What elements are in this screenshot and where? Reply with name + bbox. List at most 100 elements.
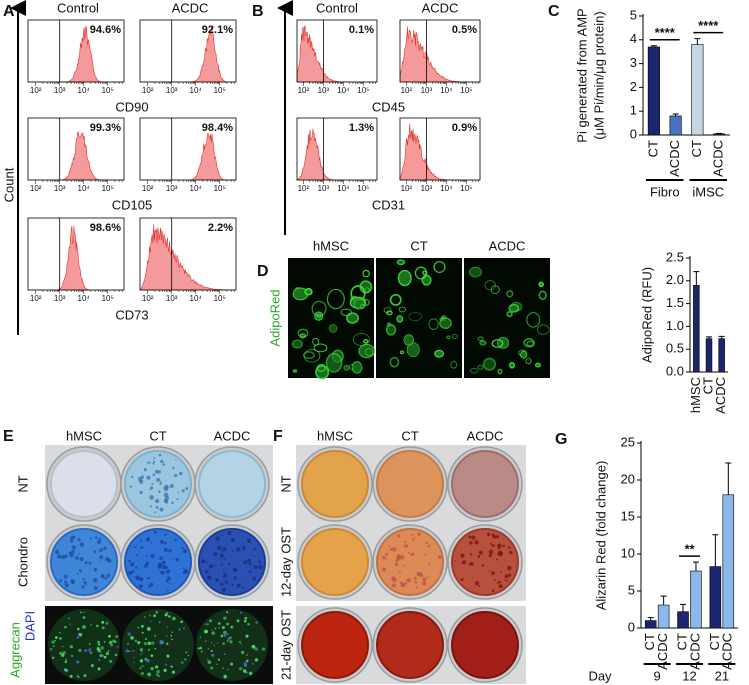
panel-label: F <box>273 428 283 445</box>
error-bar <box>718 335 725 339</box>
stain-speck <box>82 625 86 629</box>
nodule <box>205 570 209 574</box>
stain-speck <box>251 662 254 666</box>
stain-speck <box>153 614 156 618</box>
stain-speck <box>184 658 187 661</box>
percent-label: 0.1% <box>349 24 374 36</box>
stain-speck <box>163 668 167 672</box>
lipid-droplet <box>497 368 503 375</box>
nodule <box>208 564 214 569</box>
lipid-droplet <box>428 318 439 330</box>
nodule <box>149 505 153 508</box>
nodule <box>84 561 88 565</box>
nodule <box>127 559 131 563</box>
stain-speck <box>109 659 113 663</box>
nodule <box>139 577 144 582</box>
stain-speck <box>254 647 258 651</box>
nodule <box>77 538 81 542</box>
stain-speck <box>170 634 173 637</box>
nodule <box>406 578 411 583</box>
nodule <box>422 577 426 582</box>
nodule <box>437 555 442 559</box>
nodule <box>138 584 143 589</box>
stain-speck <box>144 638 147 641</box>
marker-label: CD90 <box>115 99 148 114</box>
nodule <box>488 554 492 558</box>
panel-label: D <box>257 263 269 280</box>
percent-label: 92.1% <box>202 24 233 36</box>
nodule <box>172 467 175 470</box>
nodule <box>230 538 236 543</box>
stain-speck <box>116 645 119 648</box>
nodule <box>94 536 98 539</box>
lipid-droplet <box>346 312 359 324</box>
nodule <box>227 562 231 566</box>
nodule <box>469 541 473 545</box>
x-tick-label: CT <box>700 377 715 394</box>
stain-speck <box>170 665 173 668</box>
nodule <box>491 571 495 576</box>
histogram <box>296 128 377 181</box>
stain-speck <box>245 634 249 638</box>
well-content <box>451 528 519 596</box>
percent-label: 0.5% <box>452 24 477 36</box>
lipid-droplet <box>362 269 370 278</box>
marker-label: CD31 <box>372 197 405 212</box>
nodule <box>171 501 174 505</box>
axis-tick-label: 10⁴ <box>190 86 203 95</box>
stain-speck <box>107 650 110 652</box>
nodule <box>428 563 430 566</box>
nodule <box>158 490 161 493</box>
stain-speck <box>110 644 113 647</box>
nodule <box>161 560 166 565</box>
x-tick-label: hMSC <box>688 377 703 413</box>
stain-speck <box>159 643 162 645</box>
stain-speck <box>154 647 157 650</box>
nodule <box>499 551 504 556</box>
x-tick-label: CT <box>645 140 660 157</box>
nodule <box>185 487 189 491</box>
fluorescence-image <box>376 258 462 378</box>
lipid-droplet <box>468 266 482 278</box>
stain-speck <box>128 650 130 653</box>
column-header: CT <box>401 428 418 443</box>
axis-tick-label: 10² <box>142 294 154 303</box>
nodule <box>392 547 397 552</box>
row-label: NT <box>278 475 293 492</box>
well-content <box>50 528 118 596</box>
lipid-droplet <box>439 317 452 329</box>
nodule <box>130 562 135 567</box>
stain-speck <box>206 658 209 661</box>
nodule <box>232 567 237 572</box>
y-axis-label: Count <box>1 167 16 202</box>
lipid-droplet <box>433 260 446 273</box>
well-content <box>451 450 519 518</box>
histogram-frame <box>27 19 125 83</box>
axis-tick-label: 10⁴ <box>78 294 91 303</box>
y-tick-label: 5 <box>630 7 637 22</box>
nodule <box>206 561 209 564</box>
nodule <box>496 535 500 539</box>
stain-speck <box>238 667 243 671</box>
error-bar <box>660 595 667 606</box>
nodule <box>71 545 76 550</box>
column-header: ACDC <box>214 428 251 443</box>
nodule <box>165 569 171 574</box>
lipid-droplet <box>525 358 532 365</box>
y-tick-label: 3 <box>630 55 637 70</box>
nodule <box>253 564 258 570</box>
x-tick-label: 12 <box>682 668 696 683</box>
stain-speck <box>144 616 146 618</box>
nodule <box>474 581 480 586</box>
lipid-droplet <box>316 313 322 318</box>
nodule <box>160 570 165 575</box>
nodule <box>385 558 388 560</box>
nodule <box>174 538 178 542</box>
stain-speck <box>166 612 169 615</box>
axis-tick-label: 10³ <box>54 184 66 193</box>
stain-speck <box>166 626 168 629</box>
histogram-frame <box>296 117 378 181</box>
nodule <box>219 553 224 558</box>
y-axis-label: AdipoRed (RFU) <box>639 267 654 363</box>
series-label: ACDC <box>687 633 702 670</box>
